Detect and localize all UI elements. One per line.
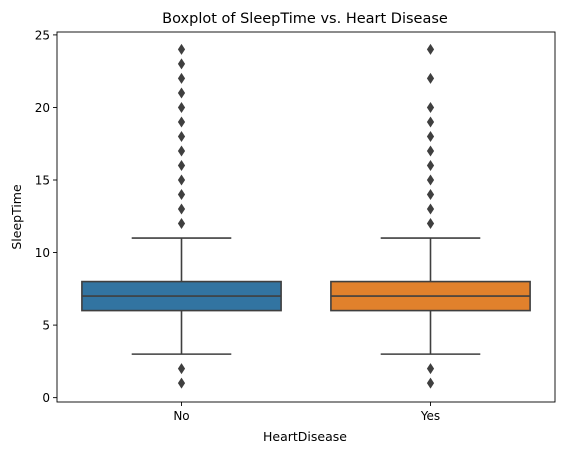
outlier-point xyxy=(426,189,435,201)
outlier-point xyxy=(177,116,186,128)
chart-title: Boxplot of SleepTime vs. Heart Disease xyxy=(162,11,448,27)
outlier-point xyxy=(177,203,186,215)
outlier-point xyxy=(177,189,186,201)
outlier-point xyxy=(426,72,435,84)
outlier-point xyxy=(426,377,435,389)
x-axis: No Yes xyxy=(173,402,440,423)
outlier-point xyxy=(177,87,186,99)
outlier-point xyxy=(426,203,435,215)
outlier-point xyxy=(426,130,435,142)
outlier-point xyxy=(177,363,186,375)
outlier-point xyxy=(177,101,186,113)
x-tick-label: Yes xyxy=(420,409,440,423)
outlier-point xyxy=(177,130,186,142)
y-axis: 0 5 10 15 20 25 xyxy=(35,28,57,405)
outlier-point xyxy=(426,174,435,186)
outlier-point xyxy=(177,43,186,55)
y-tick-label: 20 xyxy=(35,101,50,115)
outlier-point xyxy=(426,116,435,128)
outlier-point xyxy=(177,218,186,230)
outlier-point xyxy=(426,159,435,171)
outlier-point xyxy=(177,174,186,186)
boxes xyxy=(81,43,531,389)
outlier-point xyxy=(426,218,435,230)
outlier-point xyxy=(177,377,186,389)
outlier-point xyxy=(177,58,186,70)
y-tick-label: 10 xyxy=(35,246,50,260)
x-tick-label: No xyxy=(173,409,189,423)
outlier-point xyxy=(426,145,435,157)
outlier-point xyxy=(426,363,435,375)
box-group-no xyxy=(81,43,282,389)
outlier-point xyxy=(426,43,435,55)
y-tick-label: 0 xyxy=(42,391,50,405)
box-group-yes xyxy=(330,43,531,389)
x-axis-label: HeartDisease xyxy=(263,429,347,444)
y-tick-label: 25 xyxy=(35,28,50,42)
plot-area xyxy=(56,31,556,403)
y-tick-label: 5 xyxy=(42,319,50,333)
outlier-point xyxy=(426,101,435,113)
outlier-point xyxy=(177,72,186,84)
outlier-point xyxy=(177,159,186,171)
y-tick-label: 15 xyxy=(35,174,50,188)
outlier-point xyxy=(177,145,186,157)
y-axis-label: SleepTime xyxy=(9,184,24,250)
